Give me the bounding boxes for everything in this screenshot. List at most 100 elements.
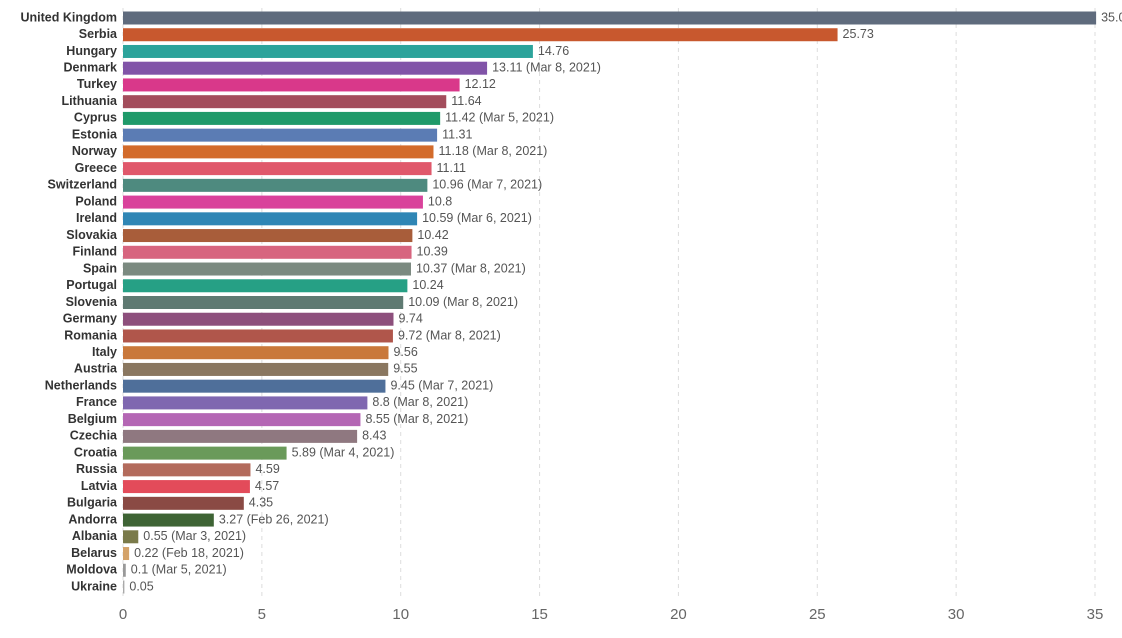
bar (123, 413, 361, 427)
bar (123, 128, 438, 142)
value-label: 10.09 (Mar 8, 2021) (408, 295, 518, 309)
bar (123, 44, 533, 58)
y-tick-label: Spain (83, 261, 117, 275)
value-label: 9.72 (Mar 8, 2021) (398, 328, 501, 342)
value-label: 8.55 (Mar 8, 2021) (365, 412, 468, 426)
y-tick-label: Slovakia (66, 228, 118, 242)
value-label: 0.1 (Mar 5, 2021) (131, 563, 227, 577)
value-label: 9.74 (398, 312, 422, 326)
y-tick-label: Andorra (68, 512, 118, 526)
y-tick-label: Switzerland (48, 178, 117, 192)
value-label: 10.59 (Mar 6, 2021) (422, 211, 532, 225)
y-tick-label: Ukraine (71, 579, 117, 593)
y-tick-label: United Kingdom (20, 10, 117, 24)
value-label: 10.96 (Mar 7, 2021) (432, 178, 542, 192)
bar (123, 496, 244, 510)
value-label: 11.11 (437, 161, 466, 175)
bar (123, 95, 447, 109)
bar (123, 513, 214, 527)
value-label: 35.04 (1101, 10, 1122, 24)
value-label: 25.73 (843, 27, 874, 41)
value-label: 0.55 (Mar 3, 2021) (143, 529, 246, 543)
x-tick-label: 0 (119, 606, 127, 623)
bar (123, 346, 389, 360)
value-label: 4.35 (249, 496, 273, 510)
y-tick-label: Serbia (79, 27, 118, 41)
bar (123, 480, 250, 494)
bar (123, 580, 125, 594)
y-tick-label: Belgium (68, 412, 117, 426)
y-tick-label: Turkey (77, 77, 117, 91)
bar (123, 262, 411, 276)
value-label: 13.11 (Mar 8, 2021) (492, 61, 601, 75)
y-tick-label: Denmark (64, 61, 118, 75)
y-tick-label: Russia (76, 462, 118, 476)
bar (123, 178, 428, 192)
value-label: 4.59 (255, 462, 279, 476)
y-tick-label: Slovenia (66, 295, 118, 309)
y-tick-label: Belarus (71, 546, 117, 560)
bar (123, 28, 838, 42)
y-tick-label: Poland (75, 194, 117, 208)
bar (123, 446, 287, 460)
y-tick-label: Finland (73, 245, 117, 259)
y-tick-label: Latvia (81, 479, 118, 493)
bar (123, 78, 460, 92)
bar (123, 111, 441, 125)
bar (123, 229, 413, 243)
value-label: 9.55 (393, 362, 417, 376)
x-tick-label: 15 (531, 606, 548, 623)
bar (123, 162, 432, 176)
y-tick-label: Greece (75, 161, 117, 175)
bar (123, 547, 130, 561)
bar (123, 396, 368, 410)
bar (123, 245, 412, 259)
y-tick-label: Czechia (70, 429, 118, 443)
bar (123, 312, 394, 326)
y-tick-label: Ireland (76, 211, 117, 225)
y-tick-label: Albania (72, 529, 118, 543)
y-tick-label: Cyprus (74, 111, 117, 125)
bar (123, 195, 423, 209)
value-label: 11.18 (Mar 8, 2021) (438, 144, 547, 158)
bar (123, 145, 434, 159)
value-label: 9.56 (393, 345, 417, 359)
value-label: 11.42 (Mar 5, 2021) (445, 111, 554, 125)
value-label: 4.57 (255, 479, 279, 493)
bar (123, 296, 404, 309)
value-label: 8.8 (Mar 8, 2021) (372, 395, 468, 409)
bar (123, 279, 408, 293)
y-tick-label: Italy (92, 345, 117, 359)
y-tick-label: Estonia (72, 127, 118, 141)
bar (123, 429, 358, 443)
x-tick-label: 30 (948, 606, 965, 623)
x-tick-label: 25 (809, 606, 826, 623)
bar (123, 379, 386, 393)
value-label: 9.45 (Mar 7, 2021) (390, 378, 493, 392)
y-tick-label: Hungary (66, 44, 117, 58)
y-tick-label: Lithuania (61, 94, 118, 108)
value-label: 12.12 (465, 77, 496, 91)
y-tick-label: Norway (72, 144, 117, 158)
y-tick-label: Austria (74, 362, 118, 376)
value-label: 10.42 (417, 228, 448, 242)
y-tick-label: Portugal (66, 278, 117, 292)
value-label: 5.89 (Mar 4, 2021) (292, 445, 395, 459)
value-label: 8.43 (362, 429, 386, 443)
bar (123, 329, 393, 343)
value-label: 10.8 (428, 194, 452, 208)
value-label: 0.05 (129, 579, 153, 593)
y-tick-label: France (76, 395, 117, 409)
bar (123, 11, 1097, 25)
x-tick-label: 20 (670, 606, 687, 623)
x-tick-label: 35 (1087, 606, 1104, 623)
value-label: 0.22 (Feb 18, 2021) (134, 546, 244, 560)
y-tick-label: Netherlands (45, 378, 117, 392)
bar (123, 563, 126, 577)
value-label: 10.39 (417, 245, 448, 259)
y-tick-label: Moldova (66, 563, 118, 577)
y-tick-label: Bulgaria (67, 496, 118, 510)
value-label: 3.27 (Feb 26, 2021) (219, 512, 329, 526)
y-tick-label: Croatia (74, 445, 118, 459)
